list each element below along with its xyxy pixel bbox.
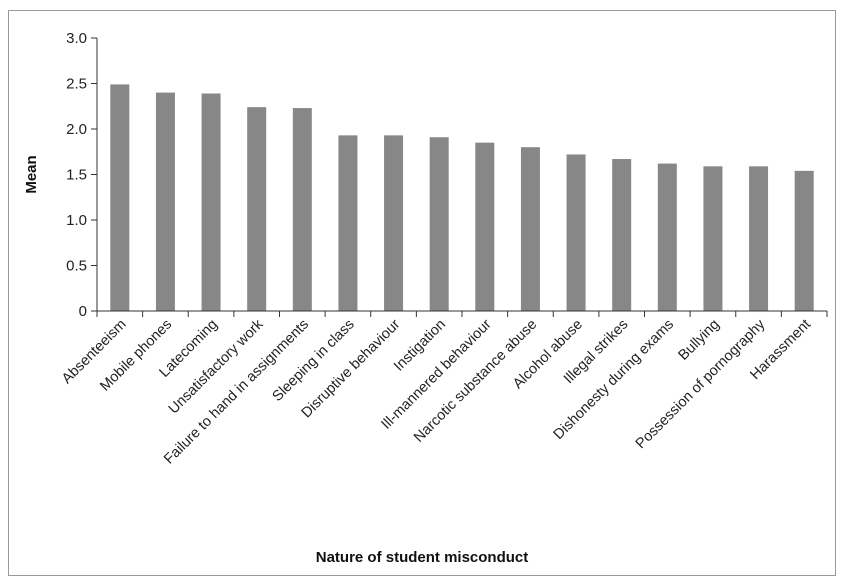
bar: [749, 166, 769, 311]
bar: [612, 159, 632, 311]
y-tick-label: 3.0: [66, 30, 87, 47]
bar: [338, 135, 358, 311]
x-tick-label: Sleeping in class: [269, 317, 357, 405]
bar: [657, 163, 677, 311]
x-axis-title: Nature of student misconduct: [316, 549, 529, 566]
bar: [247, 107, 267, 311]
bar: [201, 93, 221, 311]
y-tick-label: 0: [79, 303, 87, 320]
y-tick-label: 1.5: [66, 167, 87, 184]
y-tick-label: 1.0: [66, 212, 87, 229]
y-tick-label: 0.5: [66, 258, 87, 275]
bar: [384, 135, 404, 311]
bar: [155, 92, 175, 311]
bar: [794, 170, 814, 311]
bar: [475, 142, 495, 311]
y-axis: 0 0.5 1.0 1.5 2.0 2.5 3.0: [66, 30, 98, 320]
bar: [429, 137, 449, 311]
y-tick-label: 2.5: [66, 76, 87, 93]
bar: [566, 154, 586, 311]
y-axis-title: Mean: [23, 155, 40, 193]
bars: [110, 84, 814, 311]
bar: [292, 108, 312, 311]
bar: [110, 84, 130, 311]
chart-frame: 0 0.5 1.0 1.5 2.0 2.5 3.0 Absenteeism Mobile ph…: [8, 10, 836, 576]
bar: [703, 166, 723, 311]
bar: [520, 147, 540, 311]
y-tick-label: 2.0: [66, 121, 87, 138]
